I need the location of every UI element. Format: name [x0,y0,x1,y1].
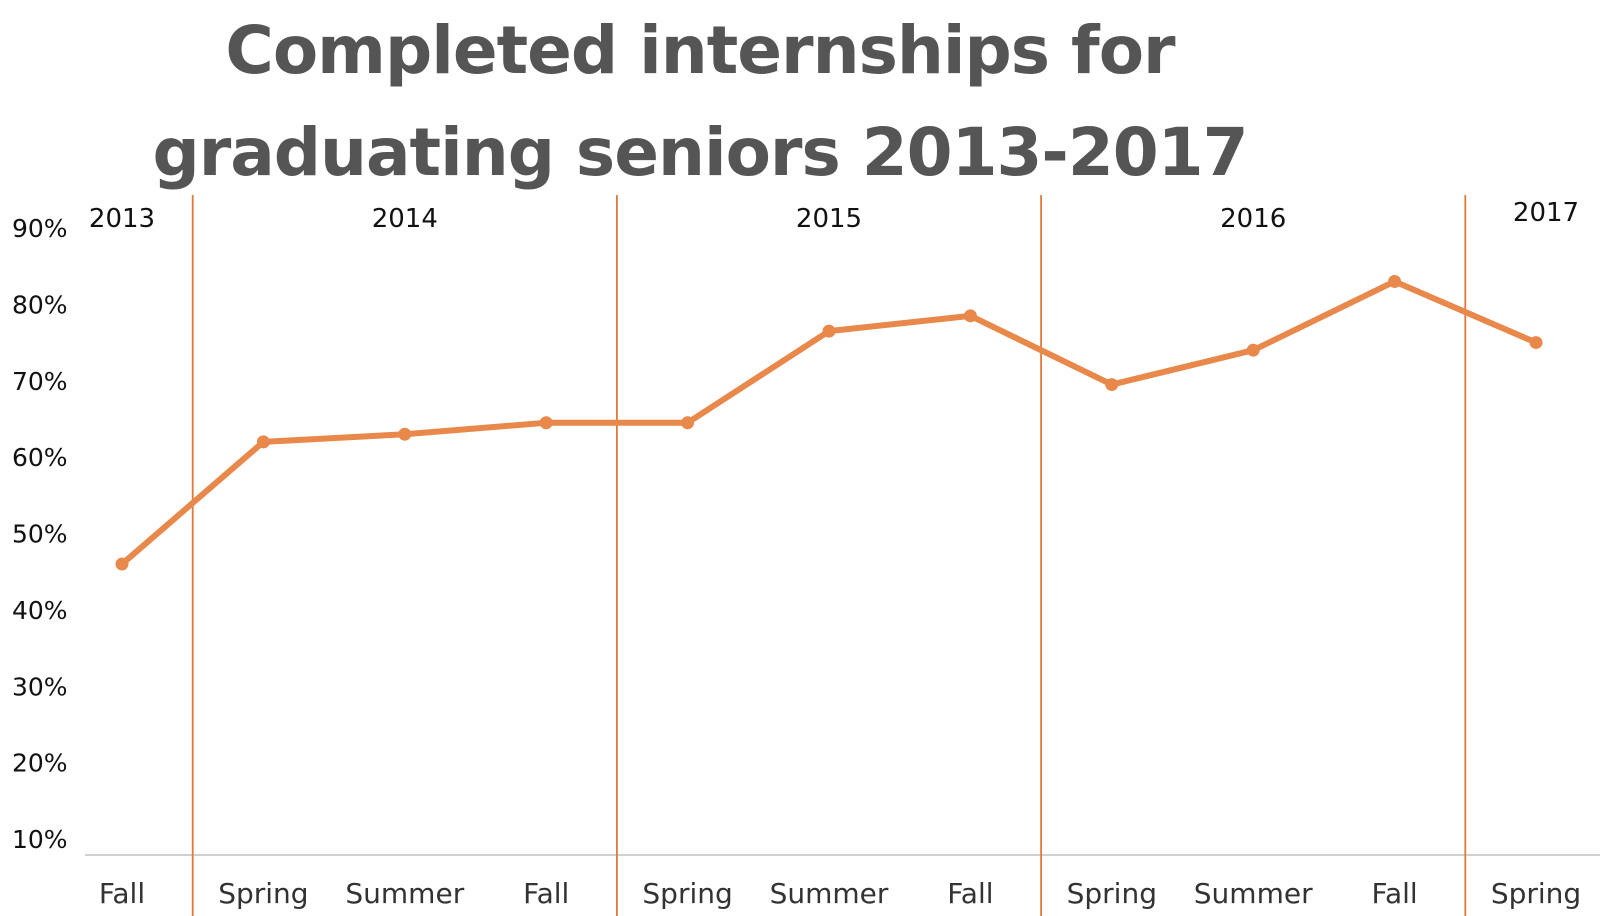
x-tick-label: Fall [947,877,993,910]
data-point [398,427,412,441]
x-tick-label: Spring [218,877,308,910]
x-tick-label: Summer [1194,877,1313,910]
data-point [1105,378,1119,392]
data-point [1246,343,1260,357]
chart-title-line-2: graduating seniors 2013-2017 [152,114,1248,191]
x-tick-label: Spring [1067,877,1157,910]
series-line [119,278,1539,568]
x-tick-label: Fall [1371,877,1417,910]
data-point [822,324,836,338]
data-point [256,435,270,449]
year-label: 2016 [1220,204,1286,234]
year-label: 2013 [89,204,155,234]
y-tick-label: 90% [12,214,68,243]
chart-title: Completed internships for graduating sen… [0,0,1400,204]
y-tick-label: 20% [12,749,68,778]
data-point [539,416,553,430]
y-tick-label: 60% [12,443,68,472]
y-tick-label: 80% [12,290,68,319]
year-label: 2017 [1513,198,1579,228]
x-tick-label: Spring [1491,877,1581,910]
data-point [1388,274,1402,288]
x-tick-label: Spring [642,877,732,910]
x-tick-label: Summer [345,877,464,910]
year-label: 2015 [796,204,862,234]
y-tick-label: 70% [12,367,68,396]
y-tick-label: 30% [12,672,68,701]
y-tick-label: 40% [12,596,68,625]
x-tick-label: Fall [99,877,145,910]
x-tick-label: Summer [770,877,889,910]
data-point [115,557,129,571]
data-point [963,309,977,323]
data-point [1529,336,1543,350]
data-point [681,416,695,430]
y-tick-label: 10% [12,825,68,854]
y-tick-label: 50% [12,520,68,549]
year-label: 2014 [372,204,438,234]
chart-title-line-1: Completed internships for [225,12,1175,89]
x-tick-label: Fall [523,877,569,910]
